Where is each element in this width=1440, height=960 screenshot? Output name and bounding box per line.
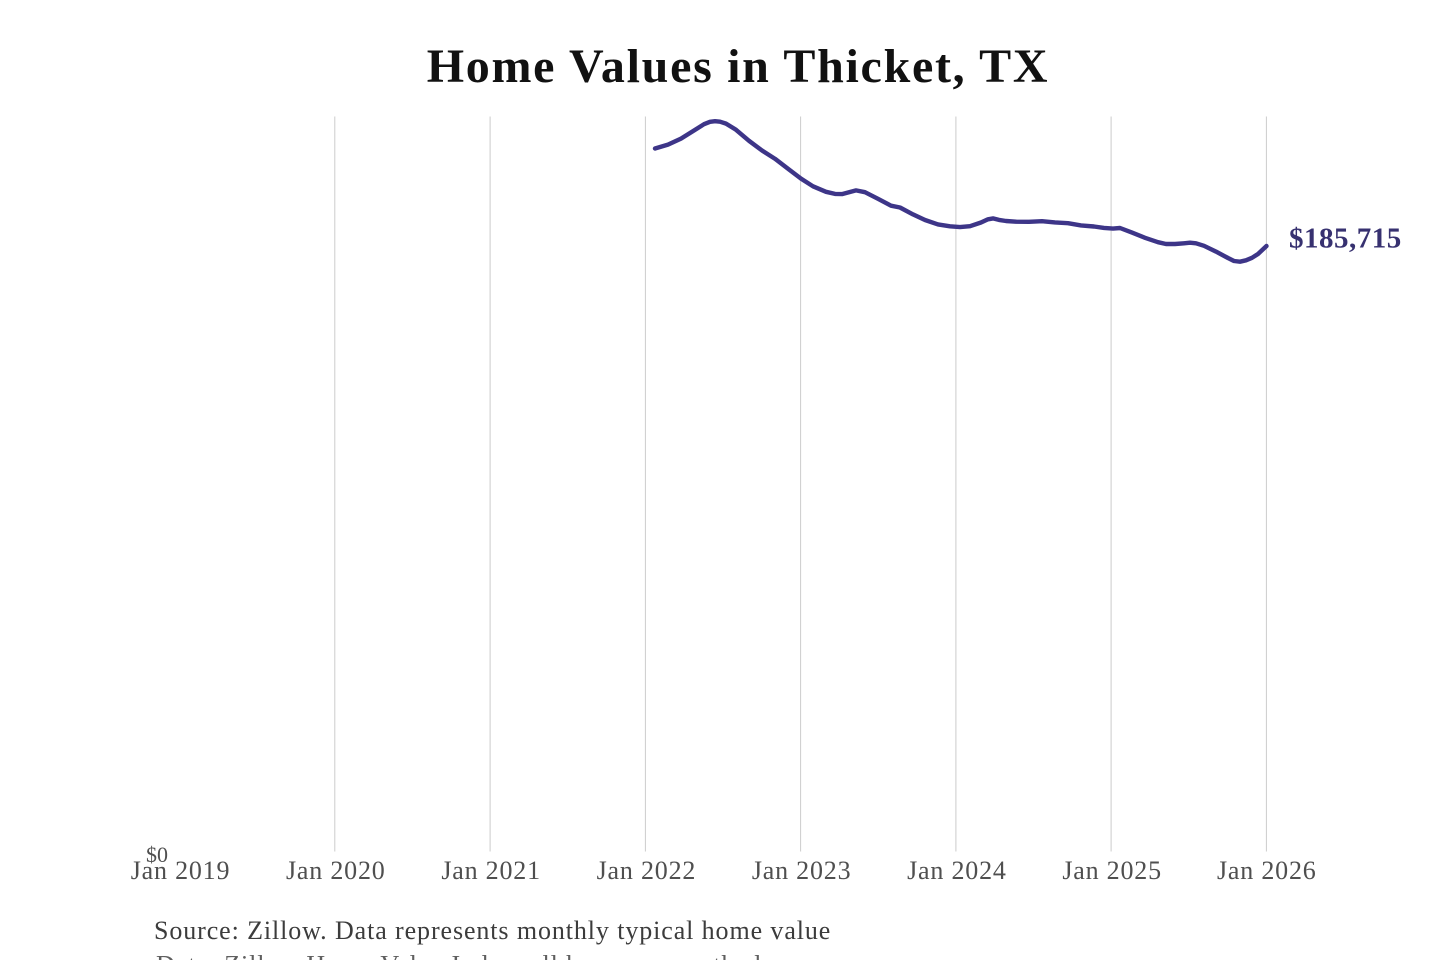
svg-text:Jan 2025: Jan 2025 xyxy=(1062,856,1162,885)
svg-text:Jan 2023: Jan 2023 xyxy=(752,856,852,885)
svg-text:Data: Zillow Home Value Index,: Data: Zillow Home Value Index, all homes… xyxy=(156,951,762,960)
svg-text:Jan 2021: Jan 2021 xyxy=(441,856,541,885)
svg-text:Home Values in Thicket, TX: Home Values in Thicket, TX xyxy=(427,40,1050,93)
svg-text:$185,715: $185,715 xyxy=(1289,222,1402,254)
svg-text:$0: $0 xyxy=(146,842,168,867)
svg-text:Jan 2022: Jan 2022 xyxy=(597,856,697,885)
svg-text:Source: Zillow. Data represent: Source: Zillow. Data represents monthly … xyxy=(154,916,831,945)
svg-text:Jan 2026: Jan 2026 xyxy=(1217,856,1317,885)
svg-text:Jan 2020: Jan 2020 xyxy=(286,856,386,885)
svg-text:Jan 2024: Jan 2024 xyxy=(907,856,1007,885)
svg-text:Jan 2019: Jan 2019 xyxy=(131,856,231,885)
